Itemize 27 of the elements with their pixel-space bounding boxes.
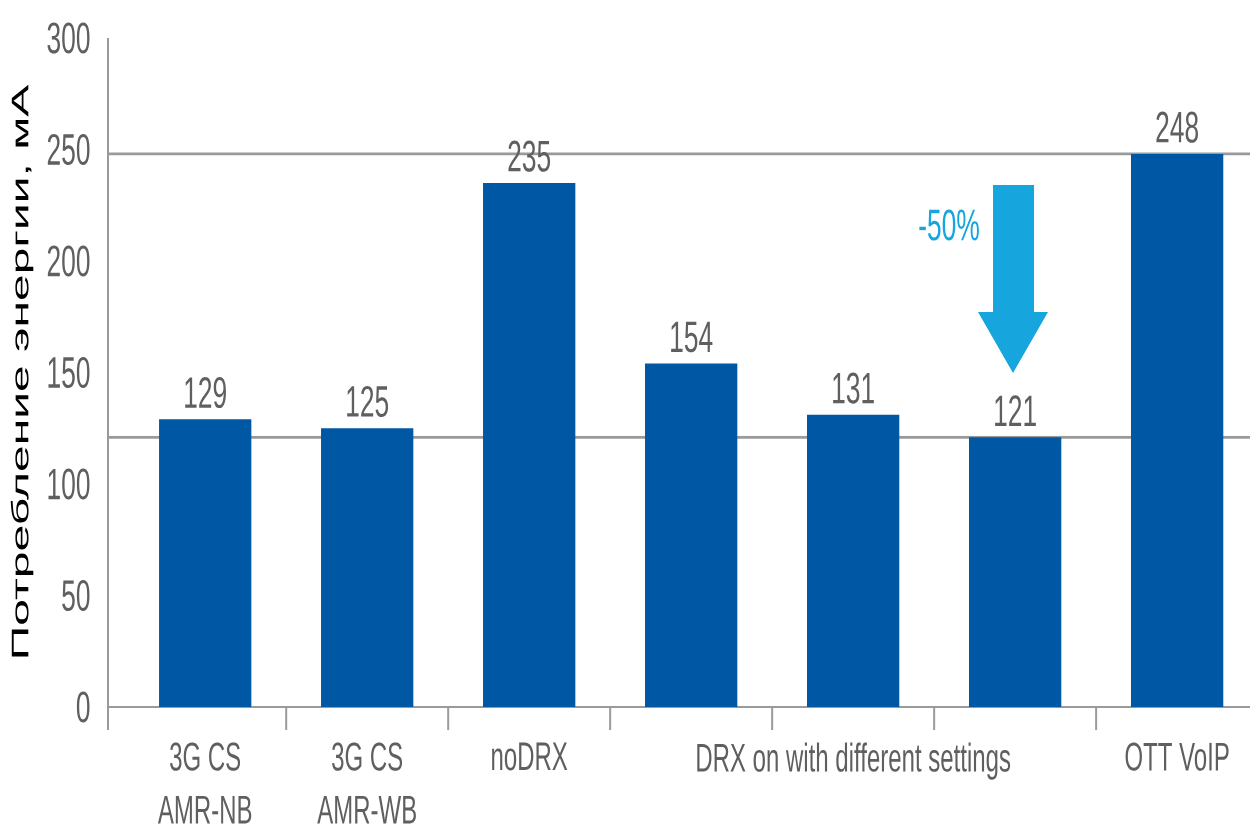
data-label: 125 bbox=[347, 385, 389, 418]
bar bbox=[645, 363, 738, 707]
data-label: 129 bbox=[185, 376, 226, 409]
y-tick-label: 100 bbox=[48, 468, 90, 500]
bar bbox=[1130, 153, 1224, 707]
annotation: -50% bbox=[919, 209, 979, 241]
y-tick-label: 50 bbox=[62, 579, 90, 612]
data-label: 154 bbox=[671, 321, 713, 353]
x-tick-label: DRX on with different settings bbox=[697, 742, 1011, 780]
bar bbox=[159, 419, 252, 707]
data-label: 121 bbox=[995, 395, 1036, 426]
y-tick-label: 150 bbox=[48, 356, 90, 389]
x-tick-label: 3G CS AMR-NB bbox=[157, 742, 252, 824]
y-tick-label: 200 bbox=[47, 245, 90, 277]
data-label: 248 bbox=[1156, 111, 1198, 143]
bar bbox=[321, 428, 414, 707]
y-tick-label: 0 bbox=[76, 691, 90, 723]
y-axis-title: Потребление энергии, мА bbox=[10, 84, 34, 657]
bar bbox=[968, 437, 1062, 707]
x-tick-label: OTT VoIP bbox=[1125, 742, 1229, 771]
y-tick-label: 250 bbox=[47, 133, 90, 166]
bar bbox=[483, 182, 576, 707]
y-tick-label: 300 bbox=[47, 22, 90, 54]
data-label: 131 bbox=[833, 372, 874, 404]
x-tick-label: 3G CS AMR-WB bbox=[317, 742, 416, 824]
x-tick-label: noDRX bbox=[492, 742, 568, 771]
bar bbox=[807, 414, 900, 707]
